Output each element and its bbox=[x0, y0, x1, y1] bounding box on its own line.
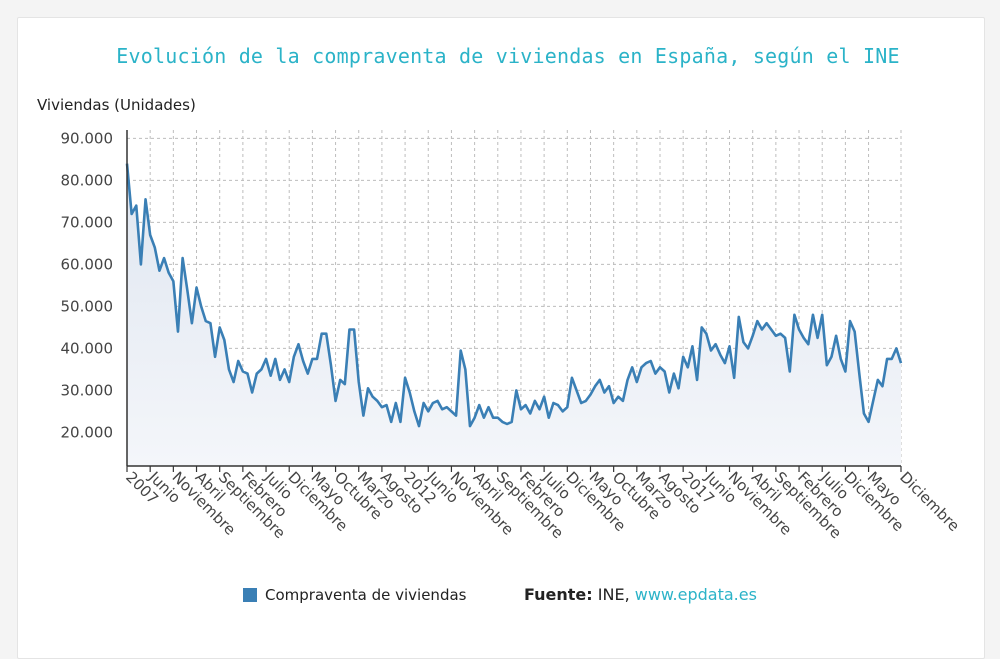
series-line bbox=[125, 163, 903, 428]
source-name: INE, bbox=[597, 585, 630, 604]
area-layer bbox=[125, 163, 903, 466]
y-tick-label: 50.000 bbox=[61, 297, 114, 315]
x-tick-labels: 2007JunioNoviembreAbrilSeptiembreFebrero… bbox=[122, 467, 963, 542]
chart-title: Evolución de la compraventa de viviendas… bbox=[116, 44, 900, 68]
y-tick-label: 30.000 bbox=[61, 381, 114, 399]
area-fill bbox=[127, 163, 901, 466]
source-link[interactable]: www.epdata.es bbox=[634, 585, 757, 604]
y-tick-label: 40.000 bbox=[61, 339, 114, 357]
legend-swatch bbox=[243, 588, 257, 602]
y-tick-labels: 90.000 80.000 70.000 60.000 50.000 40.000 30.0… bbox=[61, 129, 114, 441]
axes bbox=[126, 130, 902, 472]
legend-label: Compraventa de viviendas bbox=[265, 586, 467, 604]
x-tick-label: Diciembre bbox=[896, 468, 963, 535]
y-axis-title: Viviendas (Unidades) bbox=[37, 96, 196, 114]
y-tick-label: 90.000 bbox=[61, 129, 114, 147]
grid bbox=[126, 130, 902, 466]
y-tick-label: 80.000 bbox=[61, 171, 114, 189]
legend[interactable]: Compraventa de viviendas bbox=[243, 586, 466, 604]
y-tick-label: 60.000 bbox=[61, 255, 114, 273]
source-note: Fuente: INE, www.epdata.es bbox=[524, 585, 757, 604]
source-label: Fuente: bbox=[524, 585, 593, 604]
y-tick-label: 20.000 bbox=[61, 423, 114, 441]
y-tick-label: 70.000 bbox=[61, 213, 114, 231]
